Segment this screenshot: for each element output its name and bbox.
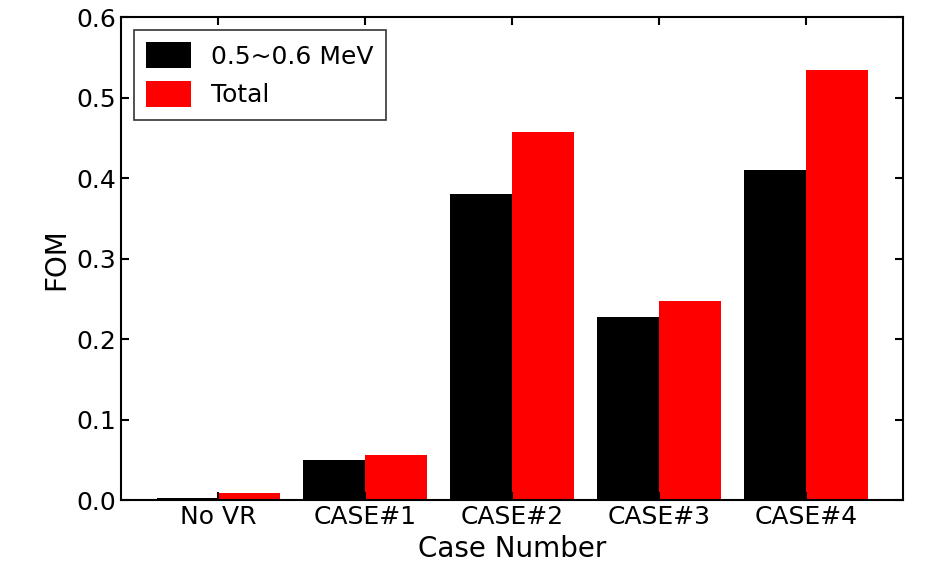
Bar	[304, 460, 365, 500]
Bar	[156, 498, 218, 500]
Bar	[806, 70, 868, 500]
Bar	[659, 301, 721, 500]
Bar	[218, 493, 280, 500]
X-axis label: Case Number: Case Number	[418, 535, 606, 563]
Bar	[598, 317, 659, 500]
Bar	[365, 455, 426, 500]
Bar	[512, 132, 573, 500]
Legend: 0.5~0.6 MeV, Total: 0.5~0.6 MeV, Total	[133, 30, 386, 120]
Y-axis label: FOM: FOM	[43, 228, 71, 290]
Bar	[744, 170, 806, 500]
Bar	[451, 194, 512, 500]
